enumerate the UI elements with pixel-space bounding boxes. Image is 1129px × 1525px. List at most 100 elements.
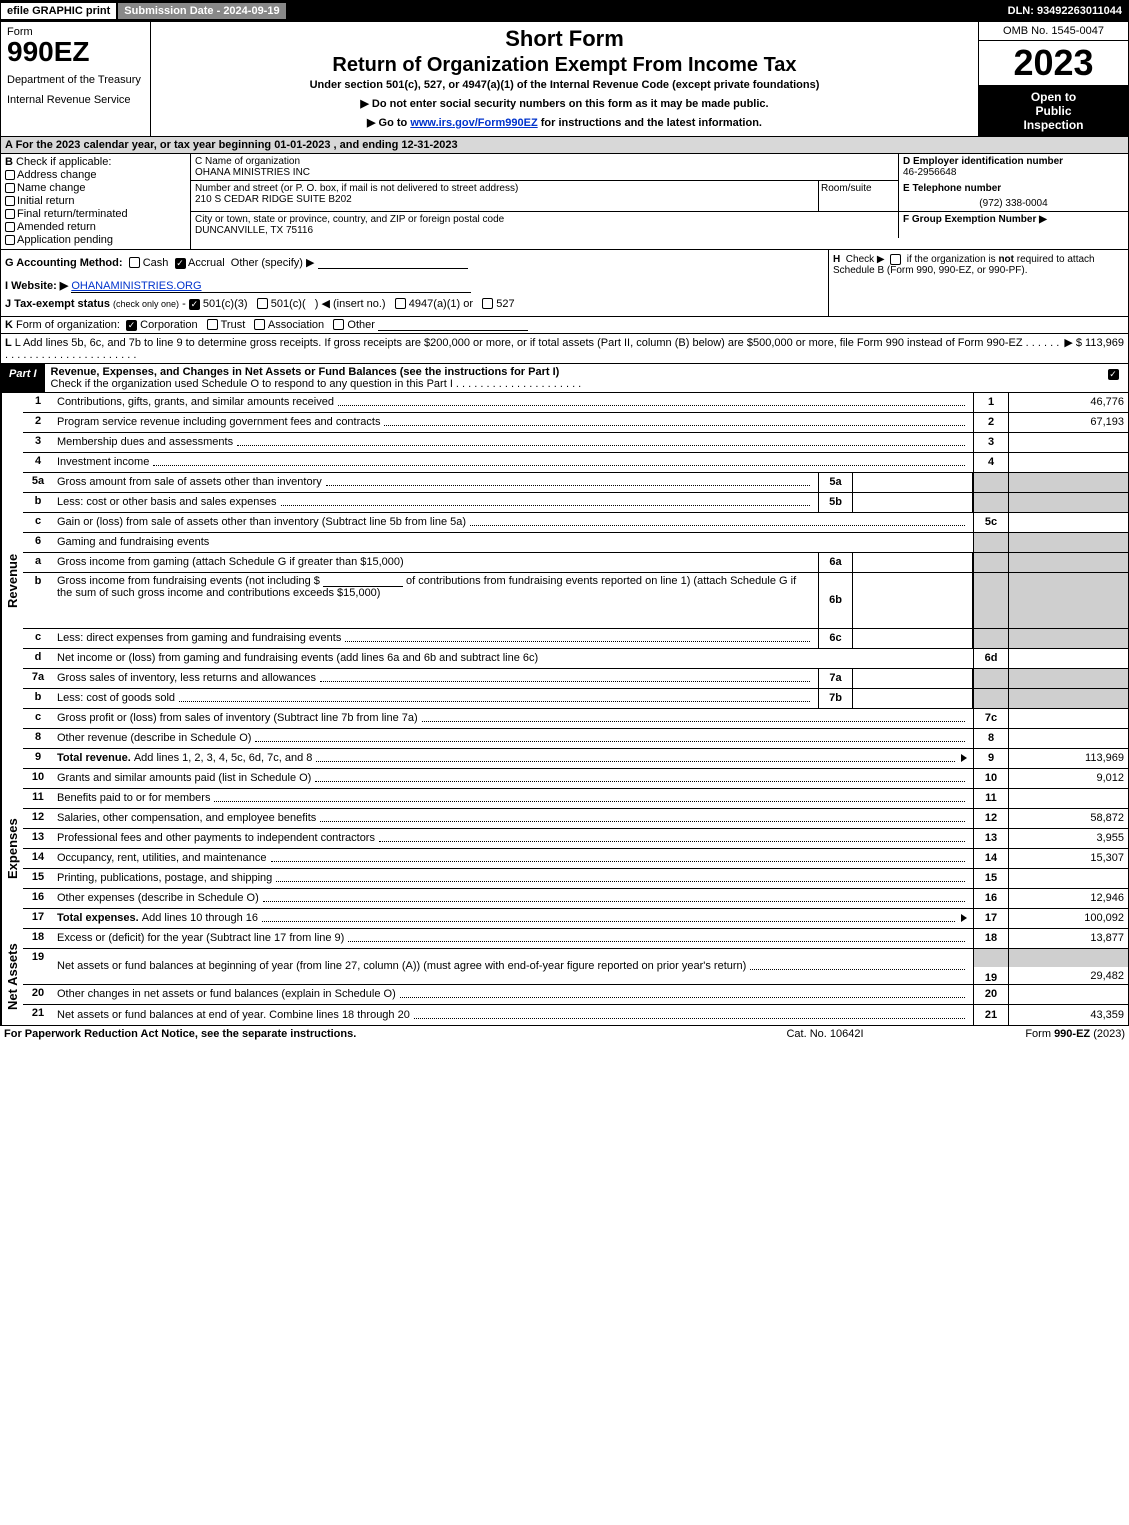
city: DUNCANVILLE, TX 75116 bbox=[195, 225, 894, 236]
line-7b: b Less: cost of goods sold 7b bbox=[23, 689, 1128, 709]
line-6-desc: Gaming and fundraising events bbox=[57, 536, 209, 548]
section-e: E Telephone number (972) 338-0004 bbox=[898, 181, 1128, 212]
line-3-val bbox=[1008, 433, 1128, 452]
b-label: B bbox=[5, 156, 13, 168]
chk-association[interactable] bbox=[254, 319, 265, 330]
form-title: Return of Organization Exempt From Incom… bbox=[155, 54, 974, 77]
line-19: 19 Net assets or fund balances at beginn… bbox=[23, 949, 1128, 985]
line-6b-amount[interactable] bbox=[323, 575, 403, 587]
line-16-desc: Other expenses (describe in Schedule O) bbox=[57, 892, 259, 904]
line-6d: d Net income or (loss) from gaming and f… bbox=[23, 649, 1128, 669]
line-17-desc-b: Total expenses. bbox=[57, 912, 139, 924]
net-assets-label: Net Assets bbox=[1, 929, 23, 1025]
line-5c-val bbox=[1008, 513, 1128, 532]
other-org-field[interactable] bbox=[378, 319, 528, 331]
line-5a-desc: Gross amount from sale of assets other t… bbox=[57, 476, 322, 488]
line-20: 20 Other changes in net assets or fund b… bbox=[23, 985, 1128, 1005]
line-5a-sub: 5a bbox=[818, 473, 853, 492]
revenue-section: Revenue 1 Contributions, gifts, grants, … bbox=[0, 393, 1129, 769]
chk-trust[interactable] bbox=[207, 319, 218, 330]
line-11-val bbox=[1008, 789, 1128, 808]
chk-corporation[interactable]: ✓ bbox=[126, 320, 137, 331]
line-6b-desc1: Gross income from fundraising events (no… bbox=[57, 575, 320, 587]
part1-checkbox[interactable]: ✓ bbox=[1098, 364, 1128, 392]
line-7a: 7a Gross sales of inventory, less return… bbox=[23, 669, 1128, 689]
part1-header: Part I Revenue, Expenses, and Changes in… bbox=[0, 364, 1129, 393]
efile-print[interactable]: efile GRAPHIC print bbox=[1, 3, 116, 19]
chk-4947[interactable] bbox=[395, 298, 406, 309]
chk-amended-return[interactable]: Amended return bbox=[5, 221, 186, 233]
line-7a-sub: 7a bbox=[818, 669, 853, 688]
line-1: 1 Contributions, gifts, grants, and simi… bbox=[23, 393, 1128, 413]
chk-501c[interactable] bbox=[257, 298, 268, 309]
line-5a-subval bbox=[853, 473, 973, 492]
other-field[interactable] bbox=[318, 257, 468, 269]
part1-subtitle: Check if the organization used Schedule … bbox=[51, 378, 453, 390]
line-12-val: 58,872 bbox=[1008, 809, 1128, 828]
ein: 46-2956648 bbox=[903, 167, 1124, 178]
chk-address-change[interactable]: Address change bbox=[5, 169, 186, 181]
irs-link[interactable]: www.irs.gov/Form990EZ bbox=[410, 117, 537, 129]
c-label: C Name of organization bbox=[195, 156, 894, 167]
part1-title: Revenue, Expenses, and Changes in Net As… bbox=[45, 364, 1098, 392]
chk-cash[interactable] bbox=[129, 257, 140, 268]
line-15-desc: Printing, publications, postage, and shi… bbox=[57, 872, 272, 884]
line-1-val: 46,776 bbox=[1008, 393, 1128, 412]
f-label: F Group Exemption Number ▶ bbox=[903, 214, 1047, 225]
chk-schedule-b[interactable] bbox=[890, 254, 901, 265]
address-block: Number and street (or P. O. box, if mail… bbox=[191, 181, 818, 212]
line-4: 4 Investment income 4 bbox=[23, 453, 1128, 473]
line-2-val: 67,193 bbox=[1008, 413, 1128, 432]
line-7a-desc: Gross sales of inventory, less returns a… bbox=[57, 672, 316, 684]
city-label: City or town, state or province, country… bbox=[195, 214, 894, 225]
line-5b: b Less: cost or other basis and sales ex… bbox=[23, 493, 1128, 513]
short-form: Short Form bbox=[155, 26, 974, 52]
city-block: City or town, state or province, country… bbox=[191, 212, 898, 238]
chk-accrual[interactable]: ✓ bbox=[175, 258, 186, 269]
chk-other-org[interactable] bbox=[333, 319, 344, 330]
net-assets-section: Net Assets 18 Excess or (deficit) for th… bbox=[0, 929, 1129, 1026]
line-6d-desc: Net income or (loss) from gaming and fun… bbox=[57, 652, 538, 664]
line-20-val bbox=[1008, 985, 1128, 1004]
line-21: 21 Net assets or fund balances at end of… bbox=[23, 1005, 1128, 1025]
i-label: I Website: ▶ bbox=[5, 280, 68, 292]
g-label: G Accounting Method: bbox=[5, 257, 123, 269]
line-18-desc: Excess or (deficit) for the year (Subtra… bbox=[57, 932, 344, 944]
chk-name-change[interactable]: Name change bbox=[5, 182, 186, 194]
inspect-2: Public bbox=[981, 104, 1126, 118]
line-7b-desc: Less: cost of goods sold bbox=[57, 692, 175, 704]
website[interactable]: OHANAMINISTRIES.ORG bbox=[71, 280, 471, 293]
line-15: 15 Printing, publications, postage, and … bbox=[23, 869, 1128, 889]
line-7b-subval bbox=[853, 689, 973, 708]
l-amount: ▶ $ 113,969 bbox=[1064, 336, 1124, 349]
org-name: OHANA MINISTRIES INC bbox=[195, 167, 894, 178]
line-6d-val bbox=[1008, 649, 1128, 668]
line-14: 14 Occupancy, rent, utilities, and maint… bbox=[23, 849, 1128, 869]
line-12-desc: Salaries, other compensation, and employ… bbox=[57, 812, 316, 824]
dln: DLN: 93492263011044 bbox=[1002, 3, 1128, 19]
chk-501c3[interactable]: ✓ bbox=[189, 299, 200, 310]
page-footer: For Paperwork Reduction Act Notice, see … bbox=[0, 1026, 1129, 1042]
line-5a: 5a Gross amount from sale of assets othe… bbox=[23, 473, 1128, 493]
line-5c: c Gain or (loss) from sale of assets oth… bbox=[23, 513, 1128, 533]
arrow-icon bbox=[961, 914, 967, 922]
part1-title-text: Revenue, Expenses, and Changes in Net As… bbox=[51, 366, 560, 378]
omb-number: OMB No. 1545-0047 bbox=[979, 22, 1128, 41]
line-21-desc: Net assets or fund balances at end of ye… bbox=[57, 1009, 410, 1021]
line-19-val: 29,482 bbox=[1090, 970, 1124, 982]
chk-final-return[interactable]: Final return/terminated bbox=[5, 208, 186, 220]
line-18-val: 13,877 bbox=[1008, 929, 1128, 948]
note-ssn: ▶ Do not enter social security numbers o… bbox=[155, 97, 974, 110]
cash-label: Cash bbox=[143, 257, 169, 269]
chk-initial-return[interactable]: Initial return bbox=[5, 195, 186, 207]
line-2-desc: Program service revenue including govern… bbox=[57, 416, 380, 428]
revenue-label: Revenue bbox=[1, 393, 23, 769]
line-10-desc: Grants and similar amounts paid (list in… bbox=[57, 772, 311, 784]
info-block: B Check if applicable: Address change Na… bbox=[0, 154, 1129, 250]
line-7c-val bbox=[1008, 709, 1128, 728]
chk-527[interactable] bbox=[482, 298, 493, 309]
chk-application-pending[interactable]: Application pending bbox=[5, 234, 186, 246]
footer-right: Form 990-EZ (2023) bbox=[925, 1028, 1125, 1040]
line-9-desc-b: Total revenue. bbox=[57, 752, 131, 764]
line-6a-sub: 6a bbox=[818, 553, 853, 572]
